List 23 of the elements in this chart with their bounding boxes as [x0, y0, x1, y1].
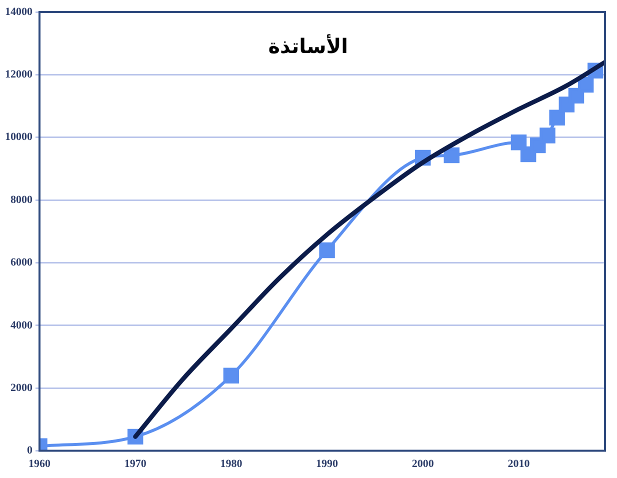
x-tick-label: 2000 — [412, 458, 434, 470]
y-tick-label: 6000 — [10, 256, 33, 269]
y-tick-label: 14000 — [5, 6, 33, 18]
y-tick-label: 8000 — [10, 194, 33, 206]
x-tick-label: 1980 — [220, 458, 243, 470]
x-tick-label: 1960 — [28, 458, 51, 470]
x-tick-label: 2010 — [508, 458, 530, 470]
y-tick-label: 10000 — [5, 131, 33, 144]
text: الأساتذة — [268, 34, 348, 58]
point — [568, 88, 584, 104]
y-tick-label: 4000 — [10, 319, 33, 332]
y-tick-label: 12000 — [5, 68, 33, 81]
y-tick-label: 0 — [27, 444, 33, 457]
point — [549, 110, 565, 126]
point — [540, 128, 556, 144]
point — [510, 134, 527, 150]
point — [578, 76, 594, 93]
point — [319, 242, 335, 258]
x-tick-label: 1990 — [316, 458, 339, 470]
point — [444, 147, 460, 164]
point — [223, 368, 240, 384]
y-tick-label: 2000 — [10, 382, 33, 394]
x-tick-label: 1970 — [124, 458, 147, 470]
